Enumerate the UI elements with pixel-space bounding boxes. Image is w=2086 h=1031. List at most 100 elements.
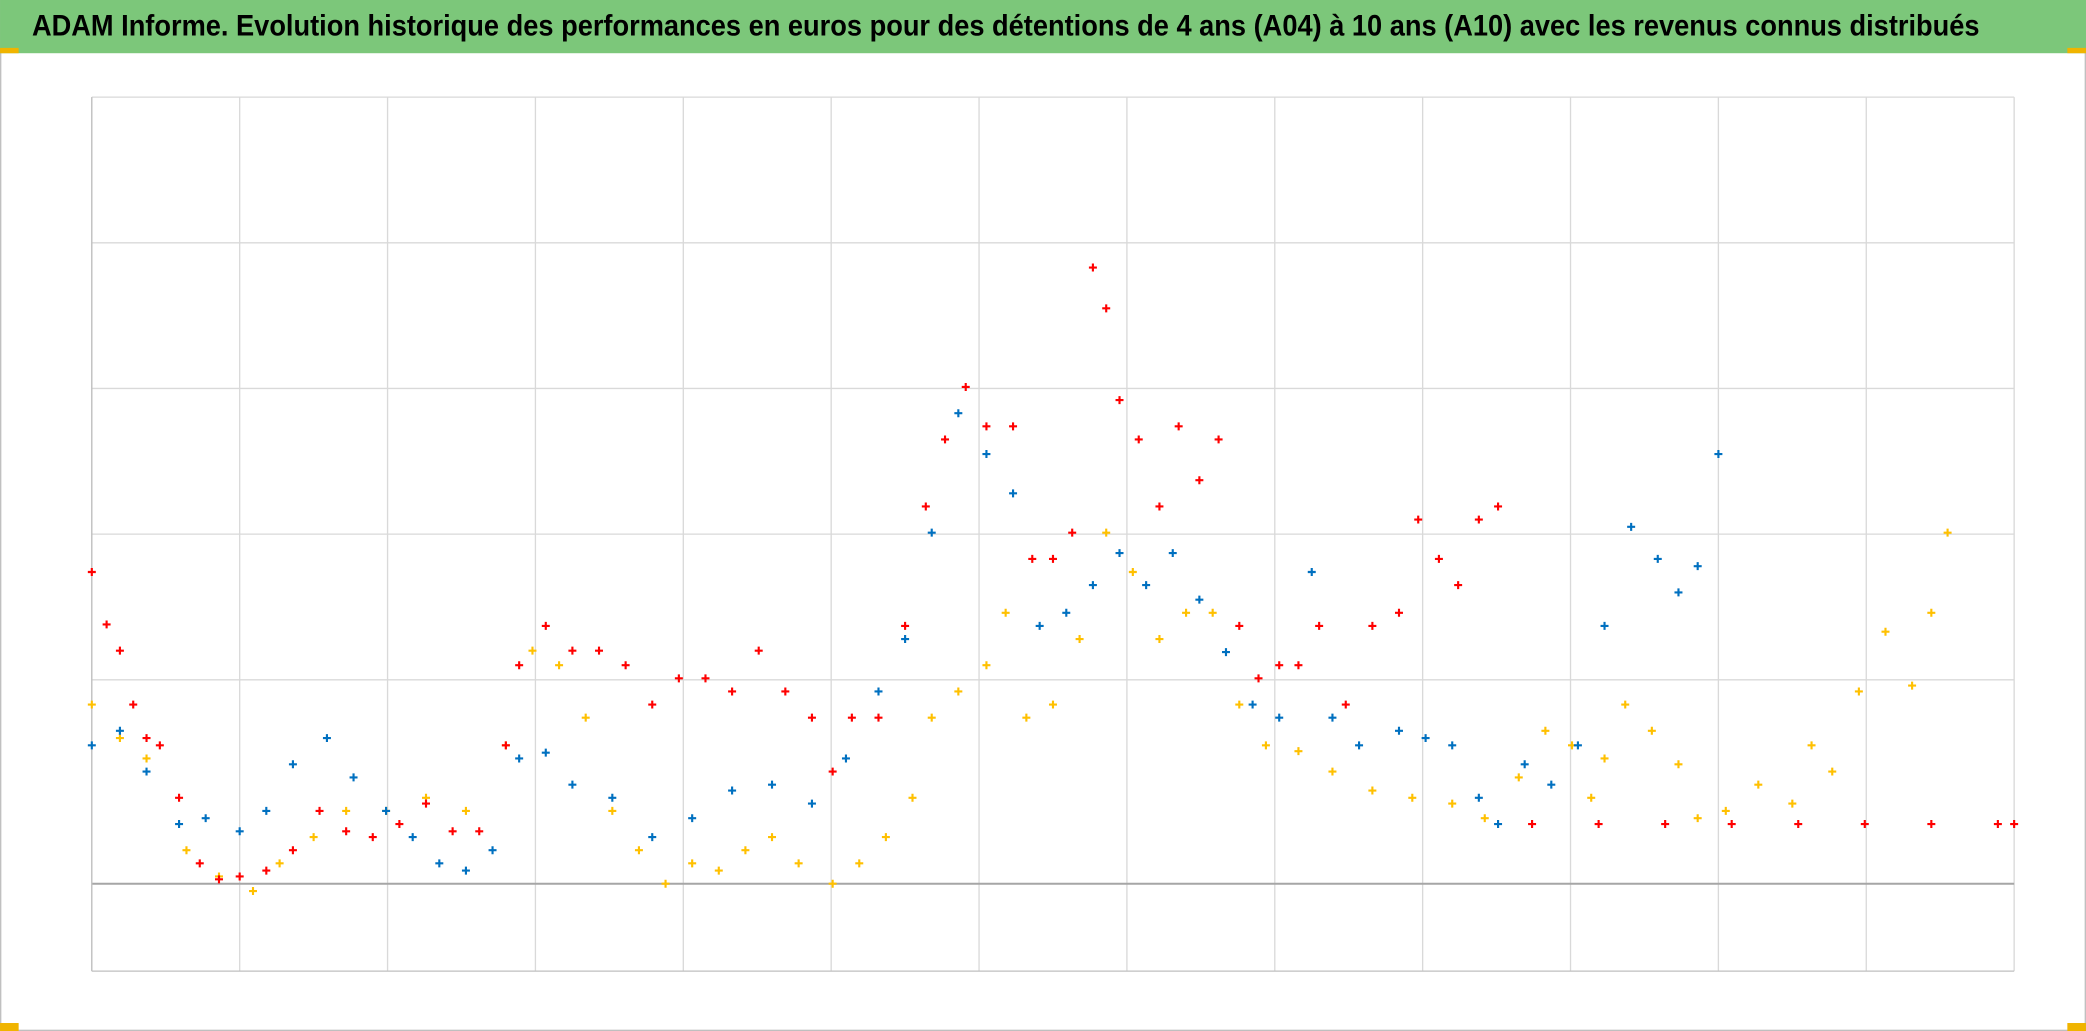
point <box>288 760 297 769</box>
point <box>648 833 657 842</box>
point <box>1048 554 1057 563</box>
point <box>608 793 617 802</box>
point <box>1088 581 1097 590</box>
point <box>1474 515 1483 524</box>
point <box>368 833 377 842</box>
point <box>461 806 470 815</box>
point <box>1009 489 1018 498</box>
point <box>1368 786 1377 795</box>
point <box>275 859 284 868</box>
point <box>501 741 510 750</box>
point <box>954 687 963 696</box>
point <box>874 713 883 722</box>
point <box>1195 476 1204 485</box>
point <box>1993 820 2002 828</box>
point <box>1208 608 1217 617</box>
point <box>1294 747 1303 756</box>
point <box>1254 674 1263 683</box>
point <box>1088 263 1097 272</box>
point <box>794 859 803 868</box>
point <box>1541 726 1550 735</box>
point <box>142 767 151 776</box>
point <box>129 700 138 709</box>
point <box>1214 435 1223 444</box>
point <box>322 734 331 743</box>
point <box>1128 568 1137 576</box>
point <box>1943 528 1952 537</box>
point <box>2010 820 2019 828</box>
point <box>1102 304 1111 313</box>
point <box>768 833 777 842</box>
point <box>634 846 643 855</box>
point <box>87 741 96 750</box>
point <box>688 814 697 823</box>
point <box>382 806 391 815</box>
point <box>701 674 710 683</box>
point <box>874 687 883 696</box>
point <box>1714 450 1723 458</box>
point <box>1195 595 1204 604</box>
point <box>1062 608 1071 617</box>
point <box>921 502 930 511</box>
point <box>395 820 404 828</box>
point <box>1022 713 1031 722</box>
point <box>1261 741 1270 750</box>
point <box>201 814 210 823</box>
point <box>881 833 890 842</box>
point <box>1494 502 1503 511</box>
point <box>1434 554 1443 563</box>
point <box>1788 799 1797 808</box>
point <box>1674 760 1683 769</box>
point <box>1341 700 1350 709</box>
point <box>175 793 184 802</box>
point <box>1328 767 1337 776</box>
point <box>581 713 590 722</box>
point <box>1115 549 1124 558</box>
point <box>1275 661 1284 670</box>
point <box>1035 621 1044 630</box>
point <box>674 674 683 683</box>
point <box>807 799 816 808</box>
point <box>555 661 564 670</box>
point <box>1102 528 1111 537</box>
point <box>741 846 750 855</box>
point <box>754 646 763 655</box>
point <box>1408 793 1417 802</box>
point <box>807 713 816 722</box>
point <box>1647 726 1656 735</box>
point <box>1881 627 1890 636</box>
point <box>1448 741 1457 750</box>
point <box>1627 522 1636 531</box>
point <box>961 383 970 391</box>
point <box>661 879 670 888</box>
point <box>1235 621 1244 630</box>
point <box>349 773 358 782</box>
point <box>1048 700 1057 709</box>
point <box>155 741 164 750</box>
corner-mark <box>2067 1023 2086 1031</box>
point <box>1587 793 1596 802</box>
point <box>568 646 577 655</box>
point <box>488 846 497 855</box>
point <box>1600 754 1609 763</box>
point <box>1155 635 1164 643</box>
point <box>781 687 790 696</box>
point <box>528 646 537 655</box>
point <box>175 820 184 828</box>
corner-mark <box>2067 47 2086 54</box>
point <box>927 713 936 722</box>
point <box>941 435 950 444</box>
point <box>115 734 124 743</box>
point <box>982 450 991 458</box>
point <box>1674 588 1683 597</box>
point <box>1001 608 1010 617</box>
point <box>249 887 257 896</box>
point <box>1142 581 1151 590</box>
point <box>841 754 850 763</box>
point <box>1573 741 1582 750</box>
point <box>1860 820 1869 828</box>
point <box>1693 562 1702 571</box>
point <box>1134 435 1143 444</box>
point <box>1653 554 1662 563</box>
